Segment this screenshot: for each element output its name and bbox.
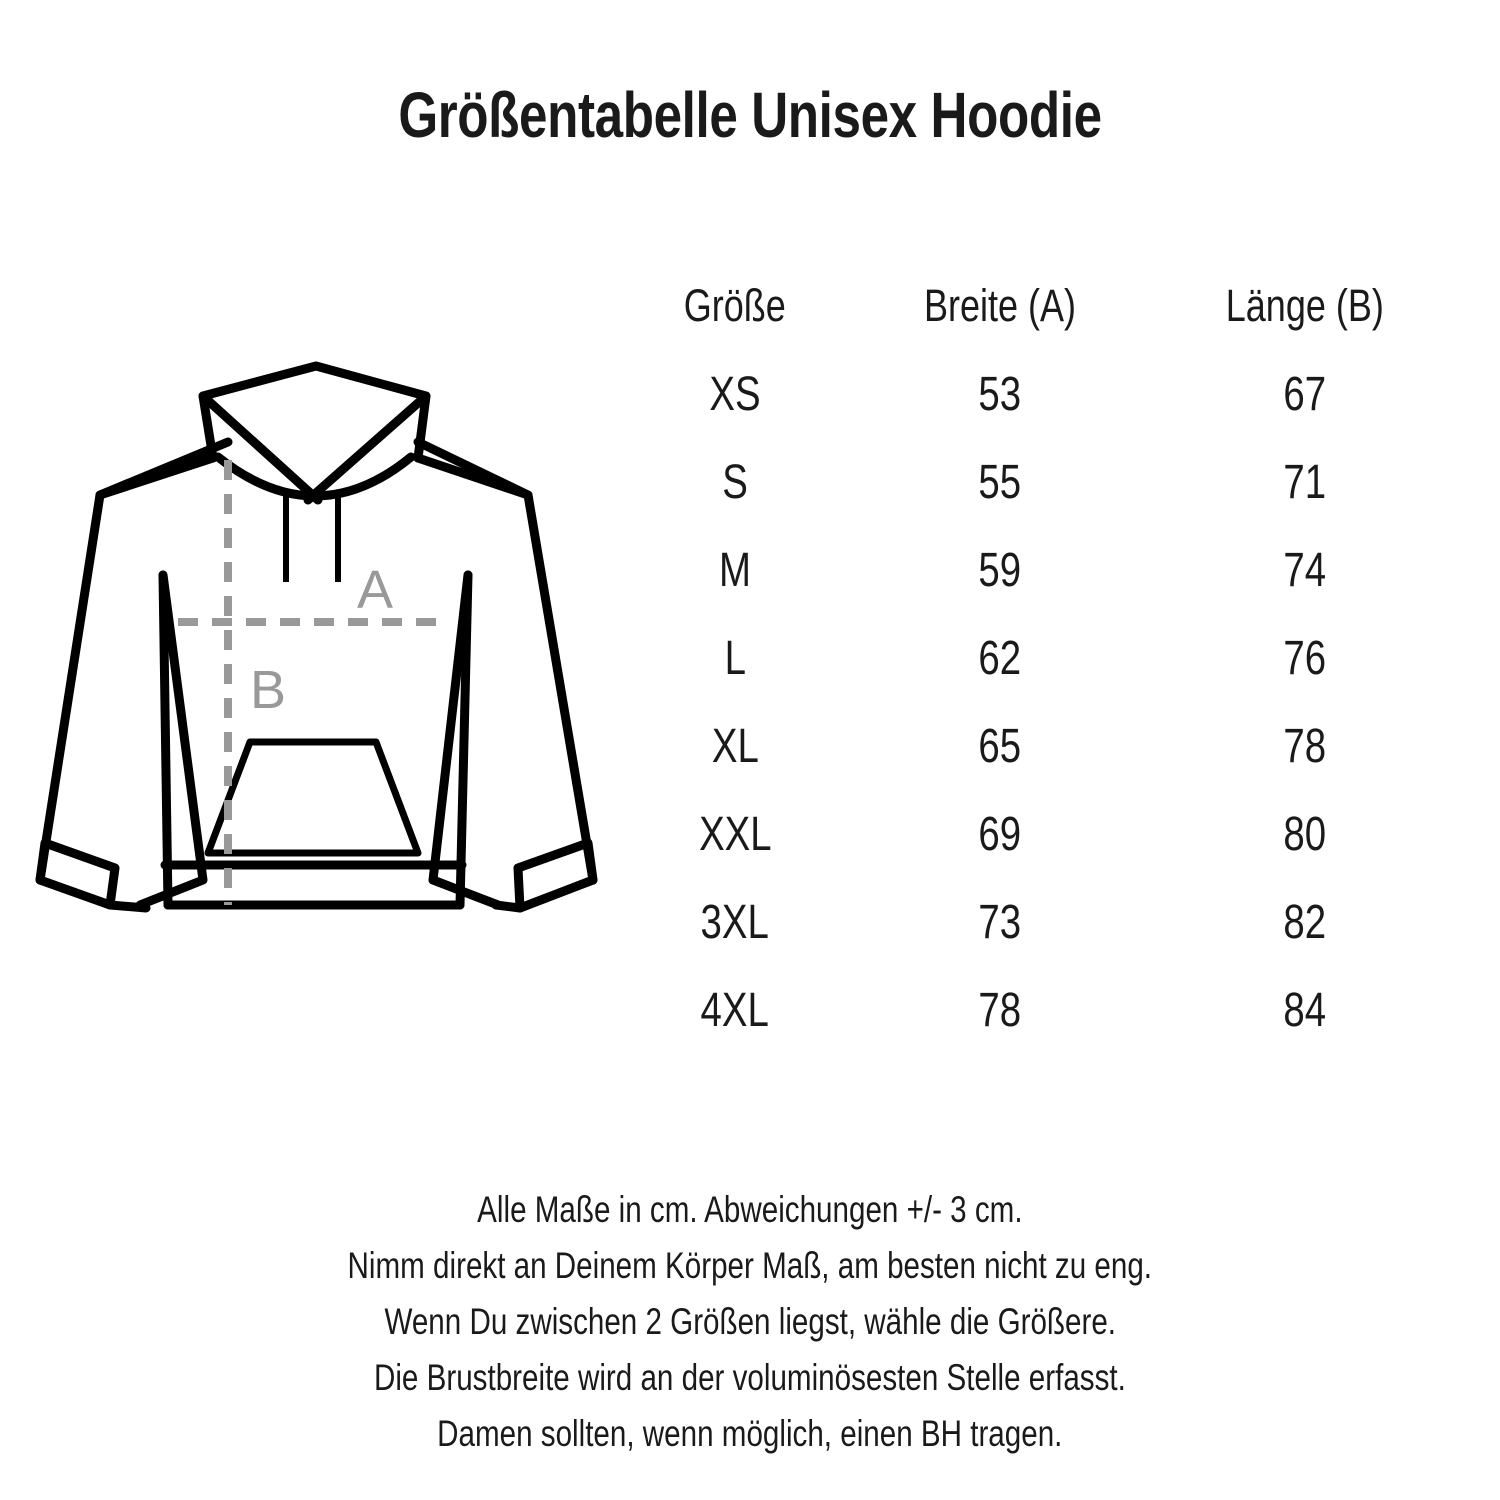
table-row: S 55 71 (620, 438, 1460, 526)
cell-length: 80 (1283, 807, 1327, 861)
cell-length: 76 (1283, 631, 1327, 685)
column-header-width: Breite (A) (923, 280, 1077, 331)
cell-length: 71 (1283, 455, 1327, 509)
note-line: Wenn Du zwischen 2 Größen liegst, wähle … (384, 1301, 1116, 1342)
hoodie-body-outline (35, 437, 598, 913)
note-line: Die Brustbreite wird an der voluminösest… (374, 1357, 1126, 1398)
size-table: Größe Breite (A) Länge (B) XS 53 67 S 55… (620, 262, 1460, 1054)
column-header-size: Größe (683, 280, 787, 331)
kangaroo-pocket (204, 738, 422, 857)
cell-length: 82 (1283, 895, 1327, 949)
page-title: Größentabelle Unisex Hoodie (398, 79, 1102, 151)
measurement-notes: Alle Maße in cm. Abweichungen +/- 3 cm. … (0, 1182, 1500, 1462)
column-header-length: Länge (B) (1225, 280, 1385, 331)
cell-width: 65 (978, 719, 1022, 773)
cell-length: 67 (1283, 367, 1327, 421)
cell-width: 73 (978, 895, 1022, 949)
cell-width: 59 (978, 543, 1022, 597)
cell-size: S (722, 455, 748, 509)
hood-drawstrings (283, 490, 341, 582)
hoodie-hood (198, 361, 431, 505)
table-row: XXL 69 80 (620, 790, 1460, 878)
cell-size: 4XL (700, 983, 770, 1037)
table-row: 3XL 73 82 (620, 878, 1460, 966)
table-header-row: Größe Breite (A) Länge (B) (620, 262, 1460, 350)
cell-width: 78 (978, 983, 1022, 1037)
cell-size: XXL (698, 807, 772, 861)
cell-size: M (718, 543, 751, 597)
note-line: Alle Maße in cm. Abweichungen +/- 3 cm. (477, 1189, 1023, 1230)
cell-size: 3XL (700, 895, 770, 949)
hoodie-diagram-svg: A B (35, 361, 598, 913)
cell-length: 78 (1283, 719, 1327, 773)
cell-width: 53 (978, 367, 1022, 421)
cell-width: 55 (978, 455, 1022, 509)
table-row: XL 65 78 (620, 702, 1460, 790)
cell-width: 62 (978, 631, 1022, 685)
note-line: Nimm direkt an Deinem Körper Maß, am bes… (347, 1245, 1153, 1286)
measure-label-b: B (250, 660, 286, 720)
cell-length: 74 (1283, 543, 1327, 597)
measure-label-a: A (357, 560, 393, 620)
table-row: 4XL 78 84 (620, 966, 1460, 1054)
table-row: M 59 74 (620, 526, 1460, 614)
note-line: Damen sollten, wenn möglich, einen BH tr… (437, 1413, 1063, 1454)
cell-size: XL (711, 719, 759, 773)
hoodie-illustration: A B (28, 360, 608, 970)
cell-length: 84 (1283, 983, 1327, 1037)
cell-width: 69 (978, 807, 1022, 861)
table-row: L 62 76 (620, 614, 1460, 702)
cell-size: XS (709, 367, 761, 421)
cell-size: L (724, 631, 746, 685)
table-row: XS 53 67 (620, 350, 1460, 438)
